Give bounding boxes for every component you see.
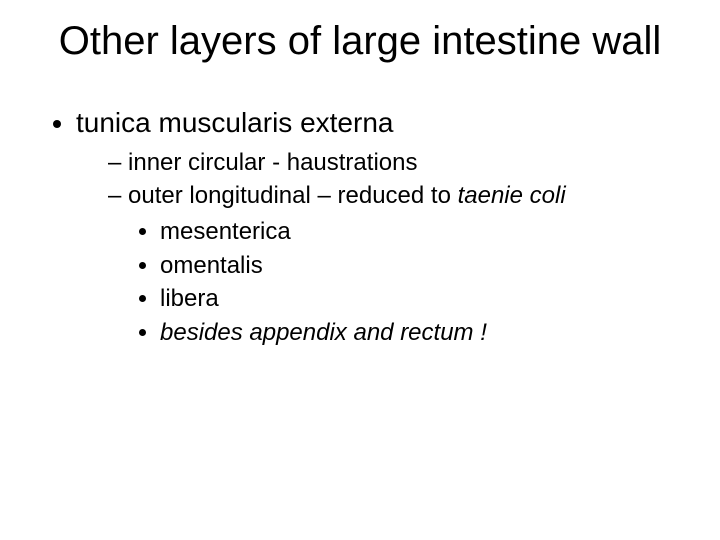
- bullet-text: inner circular - haustrations: [128, 149, 417, 176]
- bullet-text-italic: taenie coli: [458, 182, 566, 209]
- bullet-text: mesenterica: [160, 218, 291, 245]
- list-item: outer longitudinal – reduced to taenie c…: [108, 179, 680, 349]
- list-item: besides appendix and rectum !: [160, 316, 680, 350]
- list-item: tunica muscularis externa inner circular…: [76, 104, 680, 349]
- list-item: inner circular - haustrations: [108, 146, 680, 180]
- bullet-list-level1: tunica muscularis externa inner circular…: [40, 104, 680, 349]
- list-item: mesenterica: [160, 215, 680, 249]
- bullet-text: libera: [160, 285, 219, 312]
- bullet-list-level2: inner circular - haustrations outer long…: [76, 146, 680, 350]
- list-item: libera: [160, 282, 680, 316]
- bullet-text: outer longitudinal – reduced to: [128, 182, 458, 209]
- slide: Other layers of large intestine wall tun…: [0, 0, 720, 540]
- bullet-text-italic: besides appendix and rectum !: [160, 319, 487, 346]
- bullet-text: tunica muscularis externa: [76, 107, 393, 138]
- slide-title: Other layers of large intestine wall: [40, 18, 680, 64]
- list-item: omentalis: [160, 249, 680, 283]
- bullet-text: omentalis: [160, 252, 263, 279]
- bullet-list-level3: mesenterica omentalis libera besides app…: [108, 215, 680, 349]
